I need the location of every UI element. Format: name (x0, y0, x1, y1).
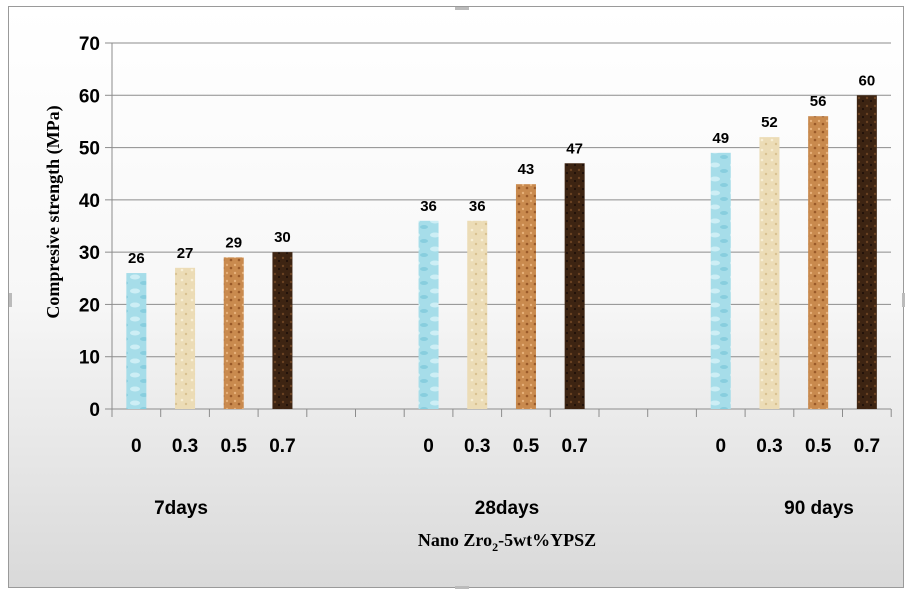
group-label: 7days (154, 498, 208, 519)
chart-frame: 0 10 20 30 40 50 60 70 26 27 29 30 36 36 43 47 49 52 56 60… (8, 6, 905, 589)
bars (126, 95, 877, 410)
y-tick-label: 60 (79, 86, 100, 107)
x-tick-label: 0.3 (464, 436, 490, 457)
y-tick-label: 30 (79, 243, 100, 264)
x-tick-label: 0.3 (756, 436, 782, 457)
x-tick-label: 0.7 (561, 436, 587, 457)
y-tick-label: 70 (79, 34, 100, 55)
y-tick-label: 0 (89, 400, 100, 421)
group-label: 90 days (784, 498, 854, 519)
data-label: 60 (859, 72, 876, 89)
data-label: 26 (128, 250, 145, 267)
x-tick-label: 0.3 (172, 436, 198, 457)
x-axis-title: Nano Zro2-5wt%YPSZ (418, 530, 596, 554)
x-tick-label: 0.5 (221, 436, 248, 457)
x-tick-label: 0 (423, 436, 434, 457)
data-label: 52 (761, 114, 778, 131)
group-labels: 7days 28days 90 days (154, 498, 854, 519)
bar-7days-0 (126, 273, 147, 409)
data-label: 36 (420, 198, 437, 215)
x-axis-title-main: Nano Zro (418, 530, 492, 550)
data-labels: 26 27 29 30 36 36 43 47 49 52 56 60 (128, 72, 875, 267)
bar-28days-0.5 (515, 184, 536, 409)
bar-7days-0.7 (272, 252, 293, 409)
bar-90days-0.3 (759, 137, 780, 409)
x-tick-labels: 0 0.3 0.5 0.7 0 0.3 0.5 0.7 0 0.3 0.5 0.7 (131, 436, 880, 457)
bar-28days-0.3 (467, 220, 488, 409)
bar-7days-0.5 (223, 257, 244, 409)
x-tick-label: 0.5 (513, 436, 540, 457)
data-label: 56 (810, 93, 827, 110)
data-label: 43 (518, 161, 535, 178)
x-axis-title-tail: -5wt%YPSZ (498, 530, 596, 550)
x-tick-label: 0.7 (269, 436, 295, 457)
bar-90days-0.5 (808, 116, 829, 409)
y-tick-labels: 0 10 20 30 40 50 60 70 (79, 34, 100, 421)
y-axis-title: Compresive strength (MPa) (43, 105, 64, 318)
y-tick-label: 10 (79, 348, 100, 369)
group-label: 28days (475, 498, 539, 519)
y-tick-label: 50 (79, 139, 100, 160)
data-label: 27 (177, 245, 194, 262)
bar-28days-0.7 (564, 163, 585, 409)
bar-7days-0.3 (175, 267, 196, 409)
x-tick-label: 0 (131, 436, 142, 457)
y-tick-label: 20 (79, 295, 100, 316)
data-label: 30 (274, 229, 291, 246)
data-label: 47 (566, 140, 583, 157)
x-tick-label: 0.5 (805, 436, 832, 457)
data-label: 49 (712, 130, 729, 147)
data-label: 36 (469, 198, 486, 215)
bar-28days-0 (418, 220, 439, 409)
bar-90days-0.7 (856, 95, 877, 410)
bar-90days-0 (710, 152, 731, 410)
frame-grips (9, 7, 905, 589)
x-tick-label: 0.7 (854, 436, 880, 457)
data-label: 29 (225, 234, 242, 251)
x-axis-title-subscript: 2 (492, 540, 498, 554)
y-tick-label: 40 (79, 191, 100, 212)
x-tick-label: 0 (715, 436, 726, 457)
